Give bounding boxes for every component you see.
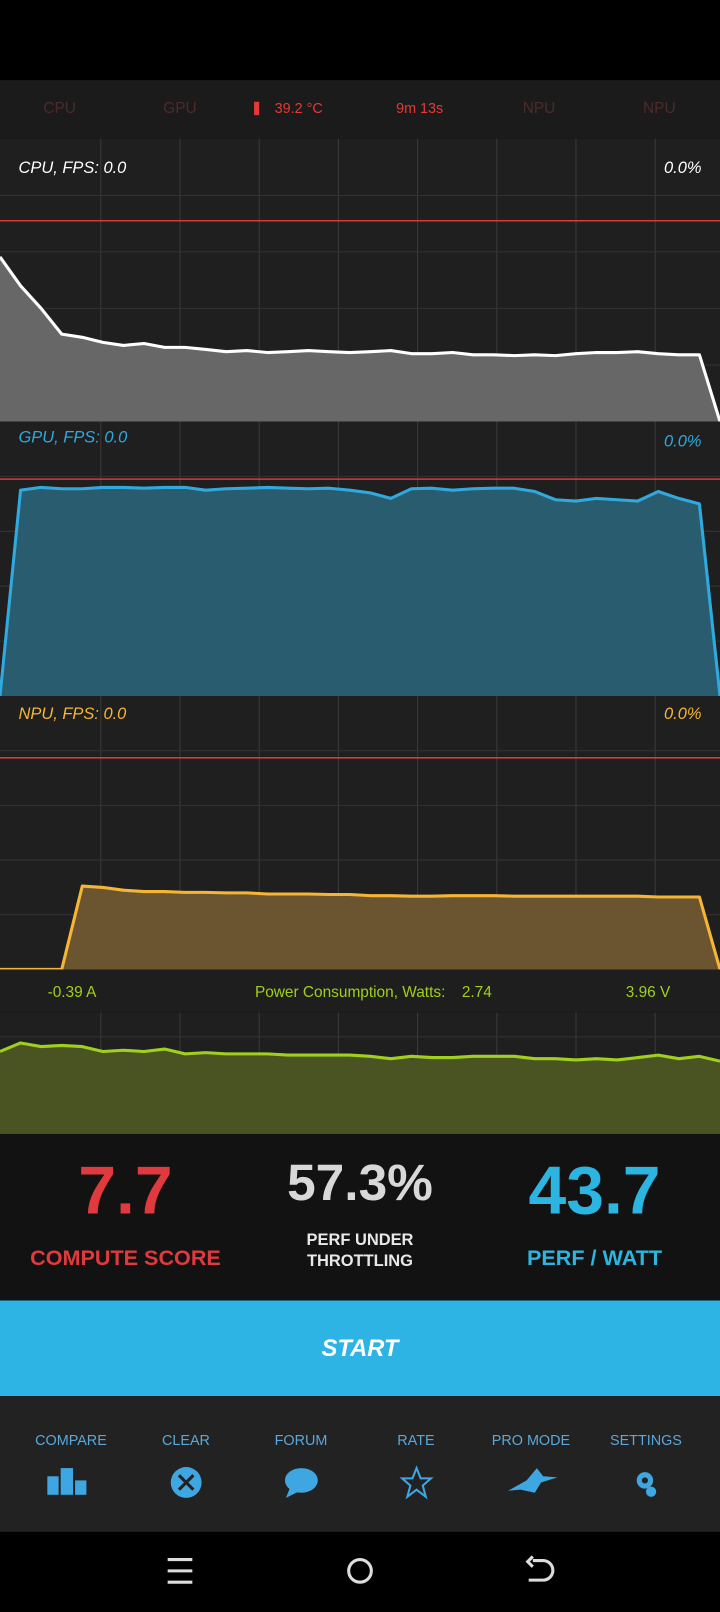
graph-line — [0, 884, 720, 972]
recent-apps-button[interactable] — [167, 1558, 193, 1584]
compare-icon[interactable] — [75, 1480, 87, 1495]
compare-icon[interactable] — [60, 1468, 74, 1495]
efficiency-score: 43.7 — [528, 1154, 660, 1229]
power-row — [0, 969, 720, 1013]
cpu-title: CPU, FPS: 0.0 — [19, 159, 127, 177]
menu-item[interactable]: SETTINGS — [610, 1433, 682, 1449]
menu: COMPARE CLEAR FORUM RATE PRO MODE SETTINGS — [35, 1433, 682, 1449]
power-voltage: 3.96 V — [626, 984, 671, 1001]
header-cpu: CPU — [43, 100, 76, 117]
start-label[interactable]: START — [322, 1336, 401, 1362]
compare-icon[interactable] — [47, 1476, 59, 1495]
settings-icon[interactable] — [645, 1486, 657, 1497]
gpu-title: GPU, FPS: 0.0 — [19, 428, 128, 446]
back-button[interactable] — [525, 1555, 555, 1582]
home-button[interactable] — [347, 1558, 373, 1584]
efficiency-label: PERF / WATT — [527, 1245, 662, 1270]
graph-area — [0, 886, 720, 970]
menu-item[interactable]: FORUM — [275, 1433, 328, 1449]
throttling-label: THROTTLING — [307, 1252, 413, 1270]
menu-item[interactable]: RATE — [397, 1433, 434, 1449]
throttling-score: 57.3% — [287, 1153, 433, 1211]
compute-score: 7.7 — [78, 1154, 172, 1229]
menu-item[interactable]: PRO MODE — [492, 1433, 570, 1449]
graph-line — [0, 256, 720, 422]
power-title: Power Consumption, Watts: — [255, 984, 445, 1001]
forum-icon-tail[interactable] — [285, 1487, 301, 1498]
graph-line — [0, 485, 720, 697]
header-time: 9m 13s — [396, 101, 443, 117]
menu-bar — [0, 1396, 720, 1532]
power-current: -0.39 A — [48, 984, 98, 1001]
graph-line — [0, 1041, 720, 1063]
graph-area — [0, 487, 720, 696]
status-bar — [0, 0, 720, 81]
header-temperature: 39.2 °C — [275, 101, 323, 117]
start-button[interactable] — [0, 1300, 720, 1397]
system-nav-bar — [0, 1531, 720, 1612]
settings-icon-hole[interactable] — [641, 1477, 648, 1484]
throttling-label: PERF UNDER — [307, 1231, 414, 1249]
clear-icon-cross[interactable] — [177, 1474, 195, 1491]
npu-load: 0.0% — [664, 705, 701, 723]
menu-item[interactable]: CLEAR — [162, 1433, 210, 1449]
header-npu: NPU — [643, 100, 676, 117]
pro-mode-icon[interactable] — [508, 1468, 558, 1493]
header-npu: NPU — [523, 100, 556, 117]
header-bar — [0, 80, 720, 139]
graph-area — [0, 1042, 720, 1134]
menu-item[interactable]: COMPARE — [35, 1433, 107, 1449]
forum-icon[interactable] — [284, 1468, 318, 1493]
power-watts: 2.74 — [462, 984, 492, 1001]
header-gpu: GPU — [163, 100, 196, 117]
graph-area — [0, 256, 720, 422]
graphs — [0, 138, 720, 1134]
thermometer-icon — [254, 101, 260, 116]
cpu-load: 0.0% — [664, 159, 701, 177]
compute-score-label: COMPUTE SCORE — [30, 1245, 221, 1270]
score-panel — [0, 1133, 720, 1301]
npu-title: NPU, FPS: 0.0 — [19, 705, 127, 723]
rate-icon[interactable] — [399, 1465, 434, 1500]
gpu-load: 0.0% — [664, 432, 701, 450]
menu-icons — [47, 1465, 657, 1500]
